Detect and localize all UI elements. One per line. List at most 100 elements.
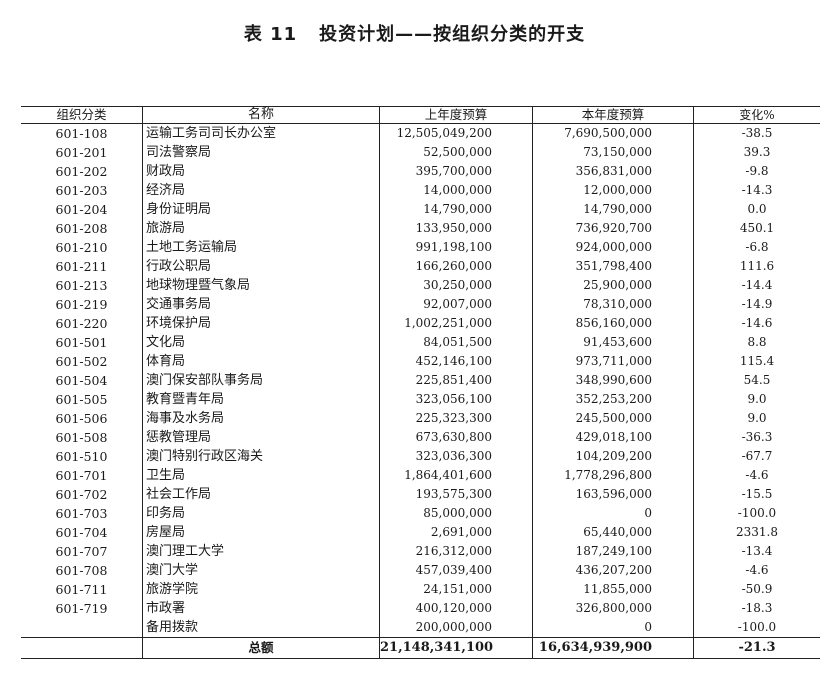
- row-code: 601-213: [55, 278, 108, 293]
- table-row: 601-108 运输工务司司长办公室 12,505,049,200 7,690,500…: [21, 123, 820, 143]
- budget-table: 组织分类 名称 上年度预算 本年度预算 变化% 601-108 运输工务司司长办公…: [21, 106, 820, 659]
- row-change: 450.1: [693, 219, 820, 238]
- total-label: 总额: [142, 637, 380, 659]
- row-code: 601-220: [55, 316, 108, 331]
- row-code: 601-203: [55, 183, 108, 198]
- table-row: 601-501 文化局 84,051,500 91,453,600 8.8: [21, 333, 820, 352]
- row-curr-budget: 104,209,200: [532, 447, 694, 466]
- row-prev-budget: 323,056,100: [379, 390, 533, 409]
- row-curr-budget: 0: [532, 618, 694, 638]
- table-row: 601-211 行政公职局 166,260,000 351,798,400 111.6: [21, 257, 820, 276]
- row-change: -67.7: [693, 447, 820, 466]
- table-row: 601-201 司法警察局 52,500,000 73,150,000 39.3: [21, 143, 820, 162]
- table-row: 601-210 土地工务运输局 991,198,100 924,000,000 -6.8: [21, 238, 820, 257]
- row-code: 601-210: [55, 240, 108, 255]
- row-name: 司法警察局: [142, 143, 380, 162]
- row-change: 0.0: [693, 200, 820, 219]
- table-row: 601-719 市政署 400,120,000 326,800,000 -18.3: [21, 599, 820, 618]
- page-title: 表 11 投资计划——按组织分类的开支: [0, 20, 829, 46]
- row-curr-budget: 973,711,000: [532, 352, 694, 371]
- total-row: 总额 21,148,341,100 16,634,939,900 -21.3: [21, 637, 820, 659]
- row-curr-budget: 356,831,000: [532, 162, 694, 181]
- total-code-cell: [21, 637, 143, 659]
- row-change: -36.3: [693, 428, 820, 447]
- table-row: 备用拨款 200,000,000 0 -100.0: [21, 618, 820, 638]
- row-prev-budget: 92,007,000: [379, 295, 533, 314]
- row-prev-budget: 133,950,000: [379, 219, 533, 238]
- row-prev-budget: 30,250,000: [379, 276, 533, 295]
- table-row: 601-220 环境保护局 1,002,251,000 856,160,000 -14.…: [21, 314, 820, 333]
- row-prev-budget: 991,198,100: [379, 238, 533, 257]
- row-name: 财政局: [142, 162, 380, 181]
- row-code: 601-202: [55, 164, 108, 179]
- row-code: 601-719: [55, 601, 108, 616]
- row-prev-budget: 1,002,251,000: [379, 314, 533, 333]
- row-curr-budget: 245,500,000: [532, 409, 694, 428]
- row-prev-budget: 84,051,500: [379, 333, 533, 352]
- row-change: -14.3: [693, 181, 820, 200]
- table-row: 601-502 体育局 452,146,100 973,711,000 115.4: [21, 352, 820, 371]
- row-prev-budget: 400,120,000: [379, 599, 533, 618]
- row-prev-budget: 14,790,000: [379, 200, 533, 219]
- row-prev-budget: 673,630,800: [379, 428, 533, 447]
- row-code: 601-508: [55, 430, 108, 445]
- row-curr-budget: 1,778,296,800: [532, 466, 694, 485]
- row-curr-budget: 12,000,000: [532, 181, 694, 200]
- row-name: 文化局: [142, 333, 380, 352]
- row-change: -4.6: [693, 561, 820, 580]
- row-change: -38.5: [693, 123, 820, 143]
- row-name: 身份证明局: [142, 200, 380, 219]
- row-name: 海事及水务局: [142, 409, 380, 428]
- table-row: 601-208 旅游局 133,950,000 736,920,700 450.1: [21, 219, 820, 238]
- row-code: 601-701: [55, 468, 108, 483]
- row-change: -50.9: [693, 580, 820, 599]
- row-prev-budget: 452,146,100: [379, 352, 533, 371]
- row-code: 601-501: [55, 335, 108, 350]
- row-name: 土地工务运输局: [142, 238, 380, 257]
- table-number: 表 11: [243, 24, 298, 45]
- row-curr-budget: 78,310,000: [532, 295, 694, 314]
- row-change: 2331.8: [693, 523, 820, 542]
- row-curr-budget: 736,920,700: [532, 219, 694, 238]
- row-curr-budget: 348,990,600: [532, 371, 694, 390]
- row-name: 澳门保安部队事务局: [142, 371, 380, 390]
- header-change: 变化%: [693, 106, 820, 124]
- table-row: 601-702 社会工作局 193,575,300 163,596,000 -15.5: [21, 485, 820, 504]
- row-curr-budget: 25,900,000: [532, 276, 694, 295]
- row-name: 卫生局: [142, 466, 380, 485]
- table-row: 601-204 身份证明局 14,790,000 14,790,000 0.0: [21, 200, 820, 219]
- row-curr-budget: 429,018,100: [532, 428, 694, 447]
- table-row: 601-504 澳门保安部队事务局 225,851,400 348,990,600 54…: [21, 371, 820, 390]
- row-curr-budget: 924,000,000: [532, 238, 694, 257]
- row-curr-budget: 73,150,000: [532, 143, 694, 162]
- header-row: 组织分类 名称 上年度预算 本年度预算 变化%: [21, 106, 820, 124]
- row-curr-budget: 65,440,000: [532, 523, 694, 542]
- row-code: 601-708: [55, 563, 108, 578]
- row-name: 市政署: [142, 599, 380, 618]
- row-curr-budget: 351,798,400: [532, 257, 694, 276]
- row-name: 澳门大学: [142, 561, 380, 580]
- row-curr-budget: 14,790,000: [532, 200, 694, 219]
- row-prev-budget: 225,323,300: [379, 409, 533, 428]
- row-name: 旅游局: [142, 219, 380, 238]
- row-code: 601-506: [55, 411, 108, 426]
- row-code: 601-219: [55, 297, 108, 312]
- table-row: 601-708 澳门大学 457,039,400 436,207,200 -4.6: [21, 561, 820, 580]
- table-row: 601-707 澳门理工大学 216,312,000 187,249,100 -13.4: [21, 542, 820, 561]
- row-code: 601-502: [55, 354, 108, 369]
- row-name: 澳门理工大学: [142, 542, 380, 561]
- row-code: 601-211: [55, 259, 108, 274]
- row-prev-budget: 457,039,400: [379, 561, 533, 580]
- row-curr-budget: 856,160,000: [532, 314, 694, 333]
- row-code: 601-505: [55, 392, 108, 407]
- row-name: 运输工务司司长办公室: [142, 123, 380, 143]
- row-name: 惩教管理局: [142, 428, 380, 447]
- row-curr-budget: 0: [532, 504, 694, 523]
- row-prev-budget: 85,000,000: [379, 504, 533, 523]
- row-code: 601-707: [55, 544, 108, 559]
- table-row: 601-711 旅游学院 24,151,000 11,855,000 -50.9: [21, 580, 820, 599]
- row-name: 交通事务局: [142, 295, 380, 314]
- row-curr-budget: 163,596,000: [532, 485, 694, 504]
- table-row: 601-203 经济局 14,000,000 12,000,000 -14.3: [21, 181, 820, 200]
- row-change: -14.6: [693, 314, 820, 333]
